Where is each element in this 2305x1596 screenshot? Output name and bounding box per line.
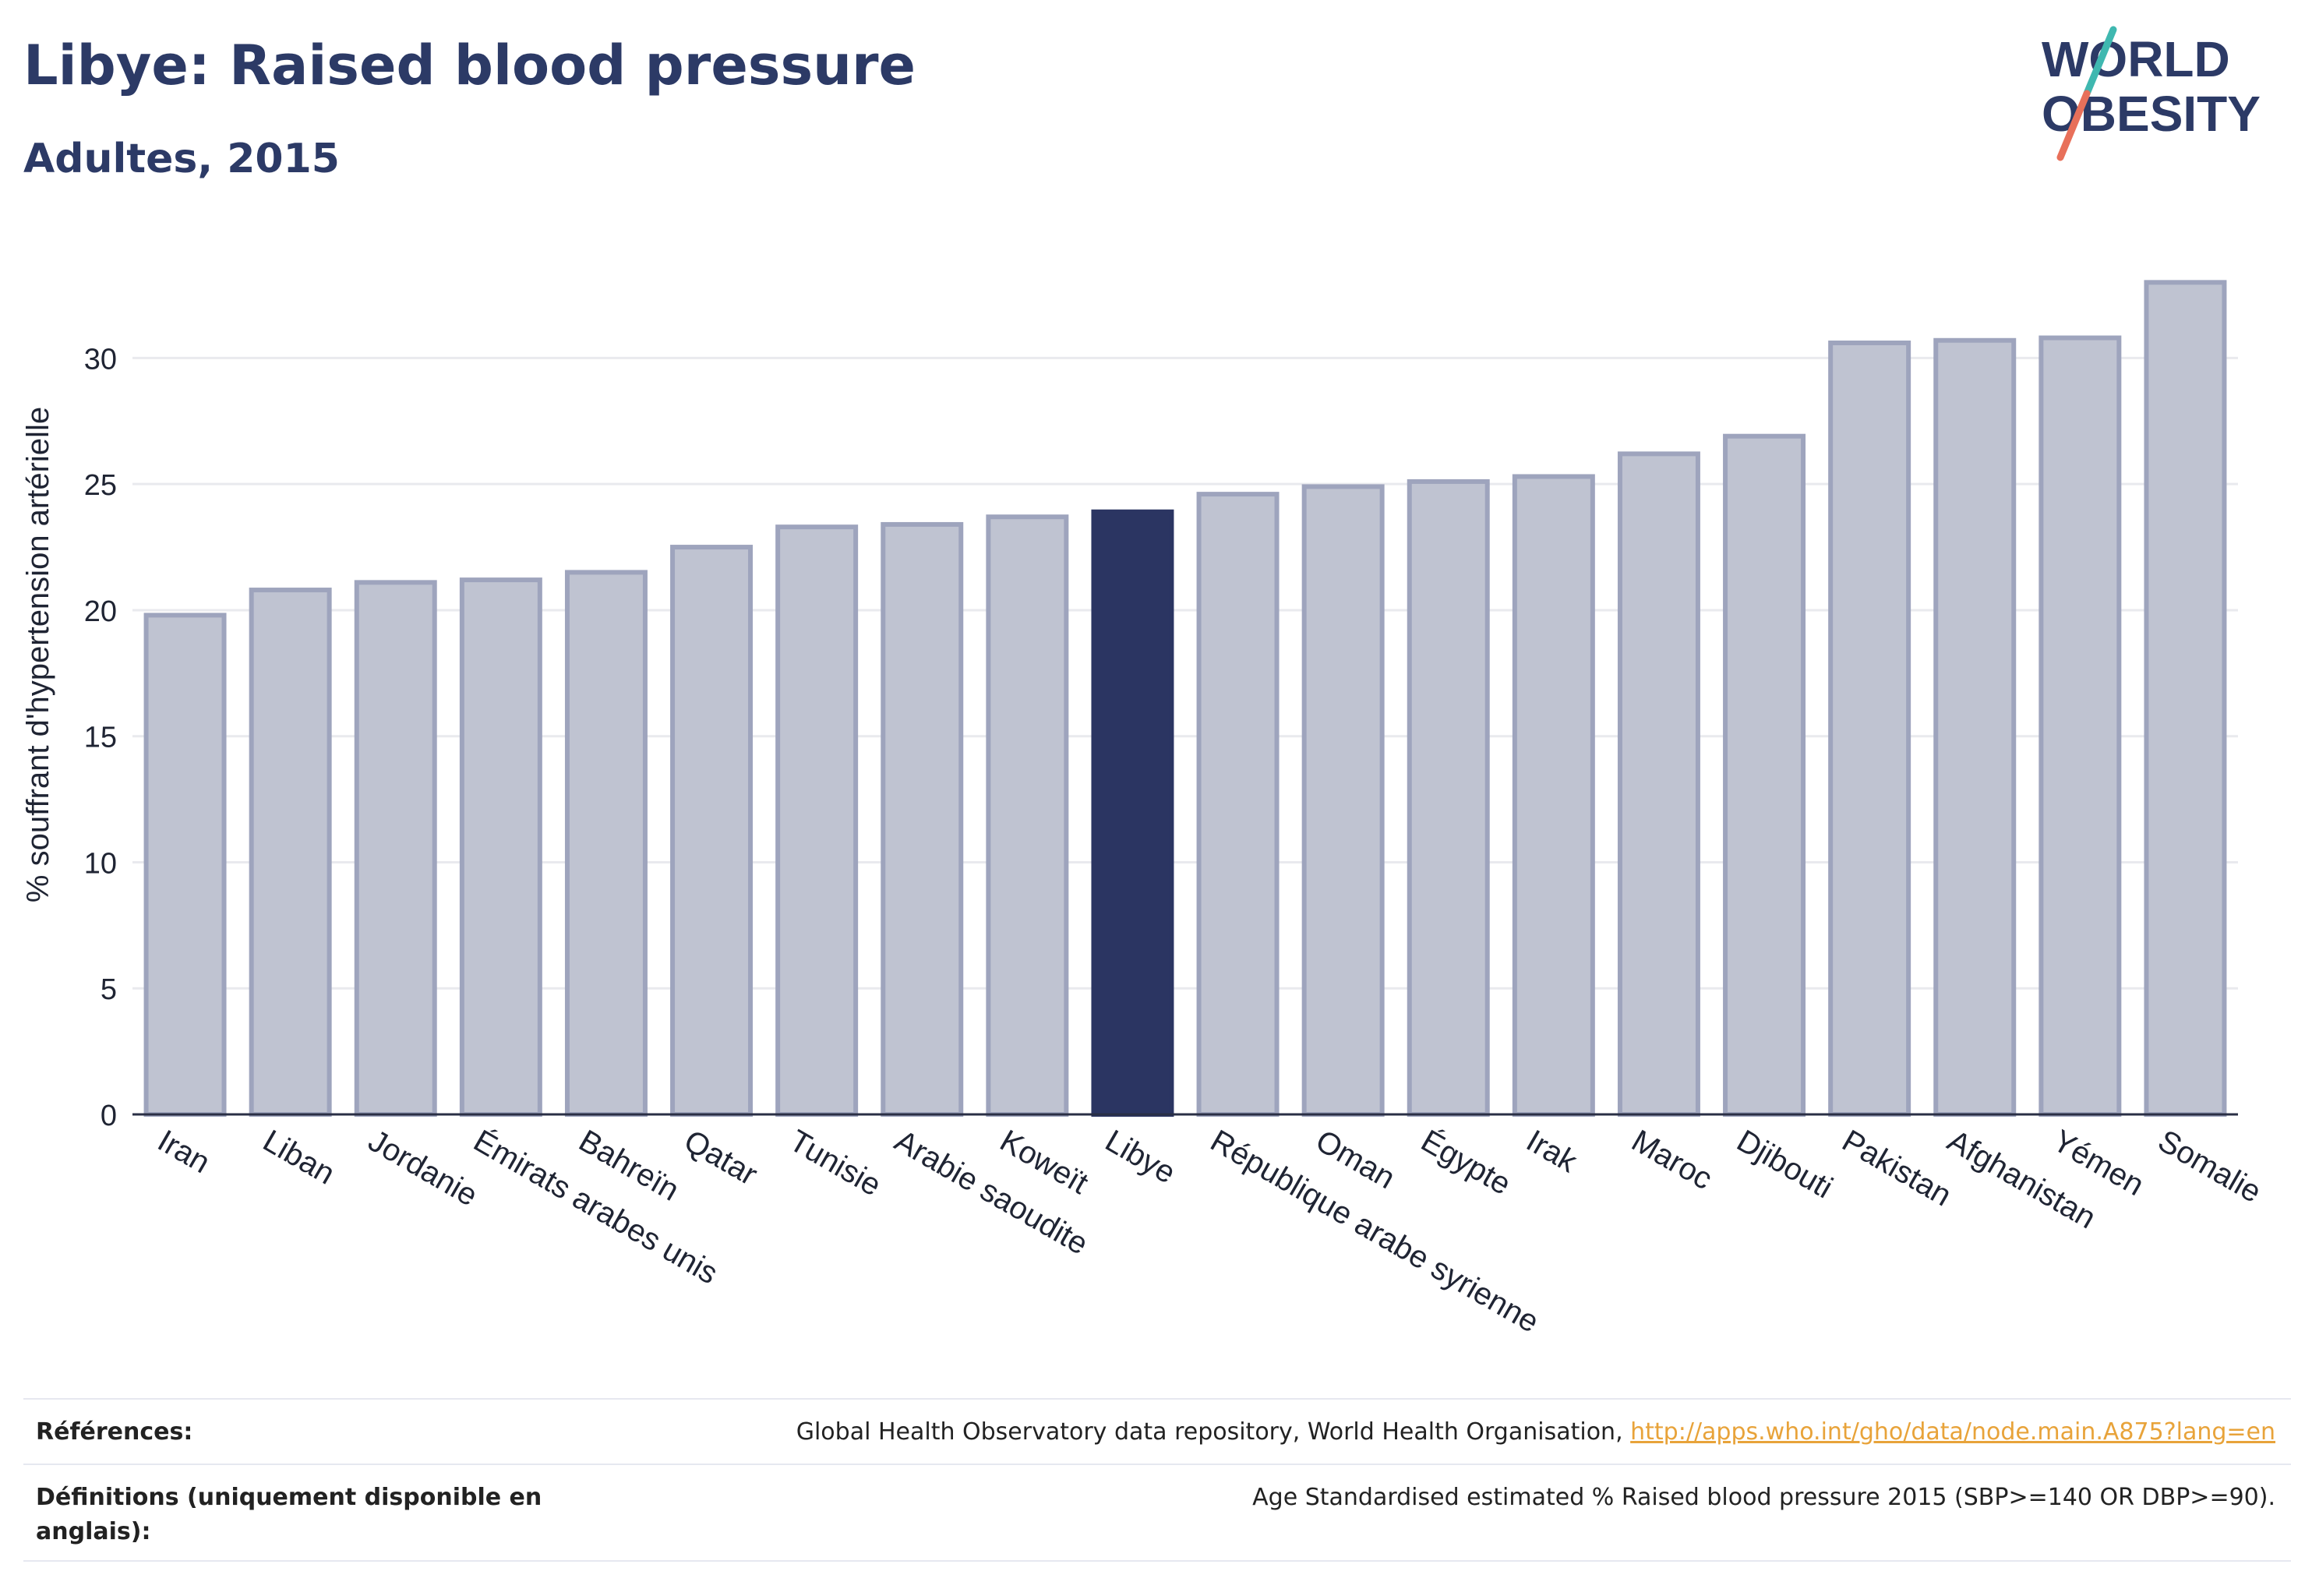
divider bbox=[23, 1464, 2291, 1465]
bar-bahreïn bbox=[564, 570, 648, 1117]
logo-slash-top bbox=[2083, 26, 2117, 97]
divider bbox=[23, 1560, 2291, 1562]
bar-pakistan bbox=[1828, 341, 1911, 1117]
x-tick-label: Égypte bbox=[1415, 1123, 1516, 1202]
logo-slash-bottom bbox=[2056, 90, 2091, 161]
y-tick-label: 20 bbox=[84, 595, 117, 628]
y-tick-label: 25 bbox=[84, 469, 117, 502]
x-tick-label: Pakistan bbox=[1837, 1124, 1957, 1213]
bar-oman bbox=[1301, 484, 1385, 1117]
bar-qatar bbox=[670, 545, 754, 1117]
bar-iran bbox=[143, 613, 227, 1117]
y-tick-label: 30 bbox=[84, 343, 117, 376]
bar-émirats-arabes-unis bbox=[459, 577, 542, 1117]
chart-subtitle: Adultes, 2015 bbox=[23, 136, 340, 182]
definitions-label: Définitions (uniquement disponible en an… bbox=[36, 1484, 542, 1545]
bar-koweït bbox=[986, 514, 1069, 1117]
grid-layer bbox=[132, 356, 2238, 990]
bar-somalie bbox=[2144, 280, 2227, 1118]
bar-république-arabe-syrienne bbox=[1196, 492, 1280, 1117]
bar-djibouti bbox=[1723, 433, 1806, 1117]
bar-yémen bbox=[2038, 335, 2122, 1117]
x-tick-label: Somalie bbox=[2152, 1124, 2267, 1209]
references-label: Références: bbox=[36, 1418, 193, 1446]
y-tick-label: 15 bbox=[84, 722, 117, 754]
bars-layer bbox=[143, 280, 2227, 1118]
references-panel: Références: Global Health Observatory da… bbox=[23, 1398, 2291, 1570]
x-tick-label: Libye bbox=[1100, 1124, 1181, 1191]
world-obesity-logo: WORLD OBESITY bbox=[2042, 26, 2261, 161]
bar-tunisie bbox=[775, 524, 859, 1117]
bar-afghanistan bbox=[1933, 337, 2017, 1117]
references-value: Global Health Observatory data repositor… bbox=[796, 1415, 2275, 1449]
definitions-value: Age Standardised estimated % Raised bloo… bbox=[1252, 1484, 2275, 1511]
y-axis-label: % souffrant d'hypertension artérielle bbox=[21, 407, 55, 902]
x-tick-label: Maroc bbox=[1626, 1124, 1717, 1197]
references-row: Références: Global Health Observatory da… bbox=[23, 1407, 2291, 1459]
x-tick-label: Iran bbox=[152, 1124, 216, 1181]
x-tick-label: Jordanie bbox=[362, 1124, 483, 1213]
bar-jordanie bbox=[354, 580, 437, 1117]
bar-égypte bbox=[1407, 478, 1490, 1117]
references-text: Global Health Observatory data repositor… bbox=[796, 1418, 1631, 1446]
references-link[interactable]: http://apps.who.int/gho/data/node.main.A… bbox=[1630, 1418, 2275, 1446]
y-tick-label: 5 bbox=[101, 973, 117, 1006]
y-tick-label: 0 bbox=[101, 1100, 117, 1132]
x-tick-label: Irak bbox=[1520, 1124, 1583, 1180]
bar-liban bbox=[249, 588, 332, 1117]
bar-arabie-saoudite bbox=[881, 521, 964, 1117]
definitions-row: Définitions (uniquement disponible en an… bbox=[23, 1473, 2291, 1559]
divider bbox=[23, 1398, 2291, 1400]
chart-title: Libye: Raised blood pressure bbox=[23, 34, 916, 97]
y-tick-label: 10 bbox=[84, 847, 117, 880]
x-tick-label: Djibouti bbox=[1731, 1124, 1839, 1206]
x-tick-label: Liban bbox=[257, 1124, 341, 1192]
x-tick-label: Tunisie bbox=[784, 1124, 887, 1203]
x-tick-label: Qatar bbox=[679, 1124, 764, 1192]
logo-text-line1: WORLD bbox=[2042, 31, 2230, 87]
bar-irak bbox=[1512, 474, 1595, 1117]
bar-libye bbox=[1091, 509, 1174, 1117]
bar-maroc bbox=[1617, 451, 1700, 1117]
